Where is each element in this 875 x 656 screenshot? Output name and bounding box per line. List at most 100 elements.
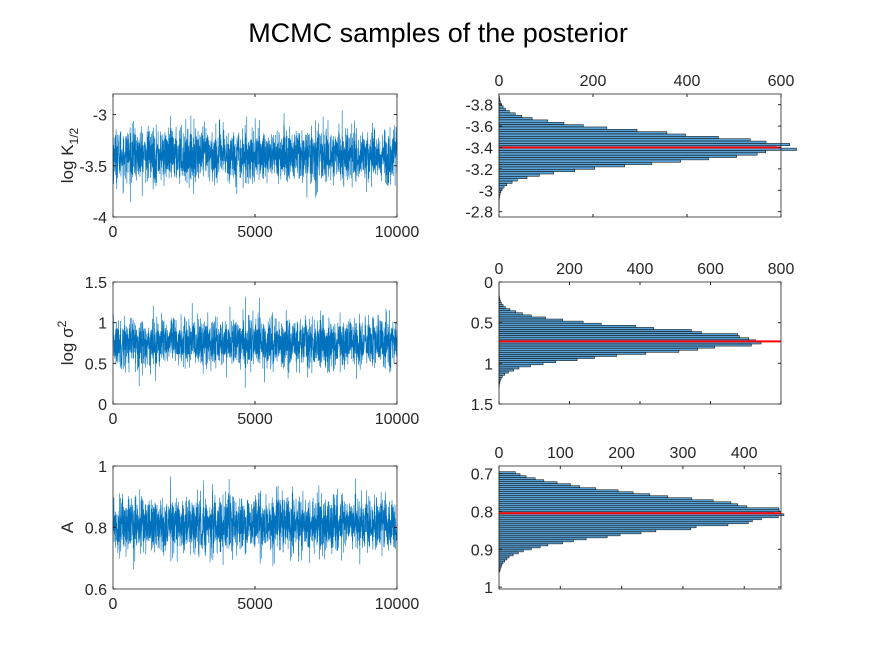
histogram-bar — [498, 499, 714, 503]
histogram-bar — [498, 557, 508, 561]
x-tick-label: 200 — [608, 445, 635, 462]
histogram-bar — [498, 543, 549, 547]
histogram-bar — [498, 180, 513, 184]
x-tick-label: 300 — [670, 445, 697, 462]
x-tick-label: 5000 — [237, 224, 273, 241]
histogram-bar — [498, 501, 732, 505]
histogram-bar — [498, 105, 504, 109]
y-axis-label-main: log σ — [58, 327, 77, 365]
y-tick-label: 0.5 — [85, 356, 107, 373]
y-tick-label: 0.8 — [85, 521, 107, 538]
histogram-bar — [498, 150, 766, 154]
histogram-bar — [498, 114, 523, 118]
hist-logK-axes-box — [498, 93, 782, 218]
x-tick-label: 200 — [580, 73, 607, 90]
histogram-bar — [498, 354, 617, 357]
histogram-bar — [498, 124, 584, 128]
histogram-bar — [498, 119, 548, 123]
histogram-logsigma2: 0 200 400 600 800 0 0.5 1 1.5 — [471, 261, 795, 414]
histogram-bar — [498, 487, 596, 490]
histogram-bar — [498, 523, 729, 527]
y-tick-label: -3.4 — [465, 140, 493, 157]
x-tick-label: 10000 — [375, 224, 420, 241]
y-axis-label-main: log K — [58, 144, 77, 183]
histogram-bar — [498, 563, 502, 567]
y-tick-label: -3.6 — [465, 119, 493, 136]
y-tick-label: -3 — [479, 183, 493, 200]
histogram-bar — [498, 481, 558, 484]
histogram-bar — [498, 368, 514, 372]
histogram-bar — [498, 553, 514, 557]
x-tick-label: 5000 — [237, 596, 273, 613]
histogram-bar — [498, 157, 709, 161]
histogram-bar — [498, 333, 739, 336]
histogram-bar — [498, 318, 564, 322]
histogram-bar — [498, 362, 544, 366]
histogram-bar — [498, 143, 790, 147]
histogram-bar — [498, 561, 504, 565]
histogram-bar — [498, 358, 578, 361]
histogram-bar — [498, 112, 516, 116]
histogram-bar — [498, 519, 753, 523]
histogram-bar — [498, 533, 621, 537]
histogram-bar — [498, 529, 657, 533]
y-tick-label: 0 — [98, 397, 107, 414]
y-tick-label: 1.5 — [471, 397, 493, 414]
y-tick-label: -2.8 — [465, 205, 493, 222]
histogram-bar — [498, 491, 634, 494]
x-tick-label: 400 — [731, 445, 758, 462]
x-tick-label: 600 — [697, 261, 724, 278]
histogram-bar — [498, 521, 749, 525]
y-tick-label: -3.2 — [465, 162, 493, 179]
y-tick-label: -3.8 — [465, 98, 493, 115]
histogram-bar — [498, 505, 748, 509]
histogram-bar — [498, 337, 749, 341]
histogram-bar — [498, 107, 506, 111]
y-tick-label: -3 — [93, 108, 107, 125]
histogram-bar — [498, 483, 571, 486]
trace-plot-A: 0 5000 10000 0.6 0.8 1 A — [58, 459, 419, 613]
histogram-bar — [498, 329, 692, 332]
histogram-bar — [498, 164, 625, 168]
hist-A-axes-box — [498, 465, 782, 590]
histogram-bar — [498, 322, 602, 326]
histogram-bar — [498, 159, 681, 163]
x-tick-label: 100 — [547, 445, 574, 462]
histogram-bar — [498, 178, 518, 182]
histogram-bar — [498, 320, 584, 324]
y-tick-label: 1 — [484, 356, 493, 373]
x-tick-label: 0 — [495, 445, 504, 462]
y-axis-label-superscript: 2 — [55, 320, 69, 327]
histogram-bar — [498, 331, 702, 334]
histogram-bar — [498, 136, 719, 139]
trace-plot-logsigma2: 0 5000 10000 0 0.5 1 1.5 log σ2 — [55, 275, 419, 428]
y-tick-label: 0.9 — [471, 542, 493, 559]
histogram-bar — [498, 117, 533, 121]
histogram-bar — [498, 314, 532, 318]
trace-line — [112, 296, 398, 388]
histogram-bar — [498, 489, 619, 492]
histogram-bar — [498, 479, 545, 482]
histogram-bar — [498, 495, 668, 499]
histogram-bar — [498, 493, 651, 496]
y-tick-label: 1.5 — [85, 275, 107, 292]
histogram-bar — [498, 372, 506, 376]
histogram-bar — [498, 364, 531, 368]
x-tick-label: 10000 — [375, 596, 420, 613]
histogram-bar — [498, 310, 516, 314]
histogram-bar — [498, 507, 780, 511]
histogram-bar — [498, 503, 738, 507]
histogram-bar — [498, 173, 540, 177]
histogram-bar — [498, 308, 511, 311]
histogram-bar — [498, 335, 740, 339]
histogram-bar — [498, 356, 595, 359]
histogram-bar — [498, 549, 524, 553]
histogram-bar — [498, 121, 565, 125]
x-tick-label: 0 — [495, 73, 504, 90]
y-axis-label-main: A — [58, 521, 77, 533]
histogram-bar — [498, 551, 519, 555]
y-axis-label-subscript: 1/2 — [67, 127, 81, 144]
histogram-bar — [498, 316, 546, 320]
histogram-bar — [498, 154, 737, 158]
